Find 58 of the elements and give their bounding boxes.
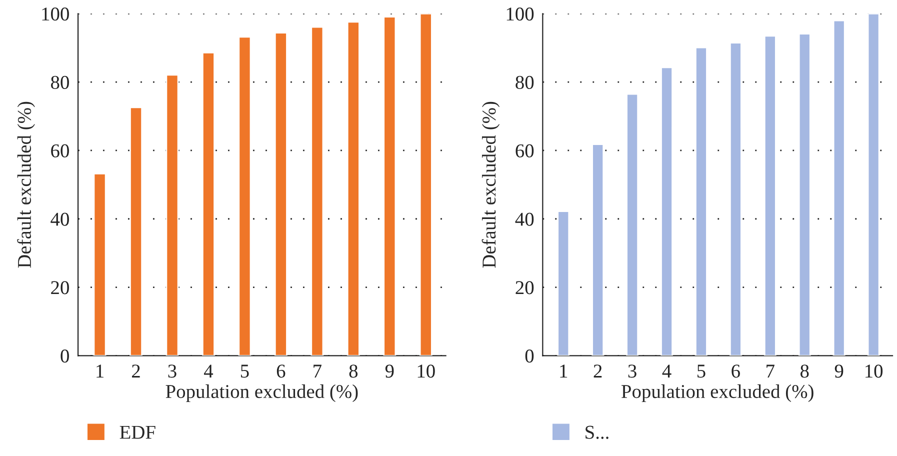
x-tick-label: 10 — [866, 364, 883, 378]
x-tick-label: 4 — [204, 364, 214, 378]
x-tick-label: 9 — [385, 364, 394, 378]
x-tick-label: 4 — [662, 364, 672, 378]
bar — [729, 42, 742, 356]
legend-label: EDF — [120, 426, 156, 439]
y-tick-label: 20 — [516, 281, 534, 294]
x-tick-label: 2 — [594, 364, 602, 378]
y-tick-label: 40 — [50, 212, 69, 226]
x-axis-title: Population excluded (%) — [622, 384, 814, 402]
bar — [383, 16, 396, 356]
x-tick-label: 1 — [560, 364, 568, 378]
x-tick-label: 2 — [132, 364, 140, 378]
bar — [202, 52, 215, 356]
x-tick-label: 7 — [766, 364, 774, 378]
y-tick-label: 60 — [51, 144, 69, 158]
bar — [274, 32, 288, 356]
bar — [592, 144, 604, 356]
x-tick-label: 1 — [96, 364, 104, 378]
bar — [798, 33, 811, 356]
y-axis-title: Default excluded (%) — [17, 102, 35, 268]
bar — [832, 20, 846, 356]
x-tick-label: 7 — [314, 364, 322, 378]
x-axis-title: Population excluded (%) — [166, 384, 358, 402]
bar — [238, 36, 252, 356]
y-tick-label: 100 — [506, 7, 534, 21]
x-tick-label: 6 — [732, 364, 740, 378]
x-tick-label: 3 — [168, 364, 176, 378]
x-tick-label: 5 — [240, 364, 249, 378]
x-tick-label: 8 — [349, 364, 358, 378]
bar — [867, 14, 880, 356]
y-tick-label: 40 — [515, 212, 534, 226]
bar — [660, 66, 673, 356]
bar — [130, 106, 143, 356]
legend-label: S... — [586, 426, 608, 439]
bar — [557, 210, 570, 356]
y-tick-label: 80 — [51, 76, 69, 90]
y-tick-label: 0 — [525, 349, 534, 363]
x-tick-label: 5 — [698, 364, 706, 378]
bar — [764, 35, 776, 356]
y-tick-label: 100 — [42, 7, 69, 21]
x-tick-label: 10 — [418, 364, 435, 378]
bar — [310, 26, 324, 356]
bar — [626, 93, 639, 356]
x-tick-label: 3 — [628, 364, 636, 378]
y-tick-label: 60 — [516, 144, 534, 158]
x-tick-label: 9 — [834, 364, 844, 378]
y-tick-label: 80 — [516, 76, 534, 90]
bar — [419, 14, 432, 356]
x-tick-label: 8 — [800, 364, 809, 378]
y-tick-label: 20 — [51, 281, 69, 294]
y-axis-title: Default excluded (%) — [482, 102, 500, 268]
bar — [346, 21, 360, 356]
bar — [695, 46, 708, 356]
y-tick-label: 0 — [60, 349, 69, 363]
x-tick-label: 6 — [276, 364, 286, 378]
bar — [166, 74, 179, 356]
bar — [93, 173, 106, 356]
